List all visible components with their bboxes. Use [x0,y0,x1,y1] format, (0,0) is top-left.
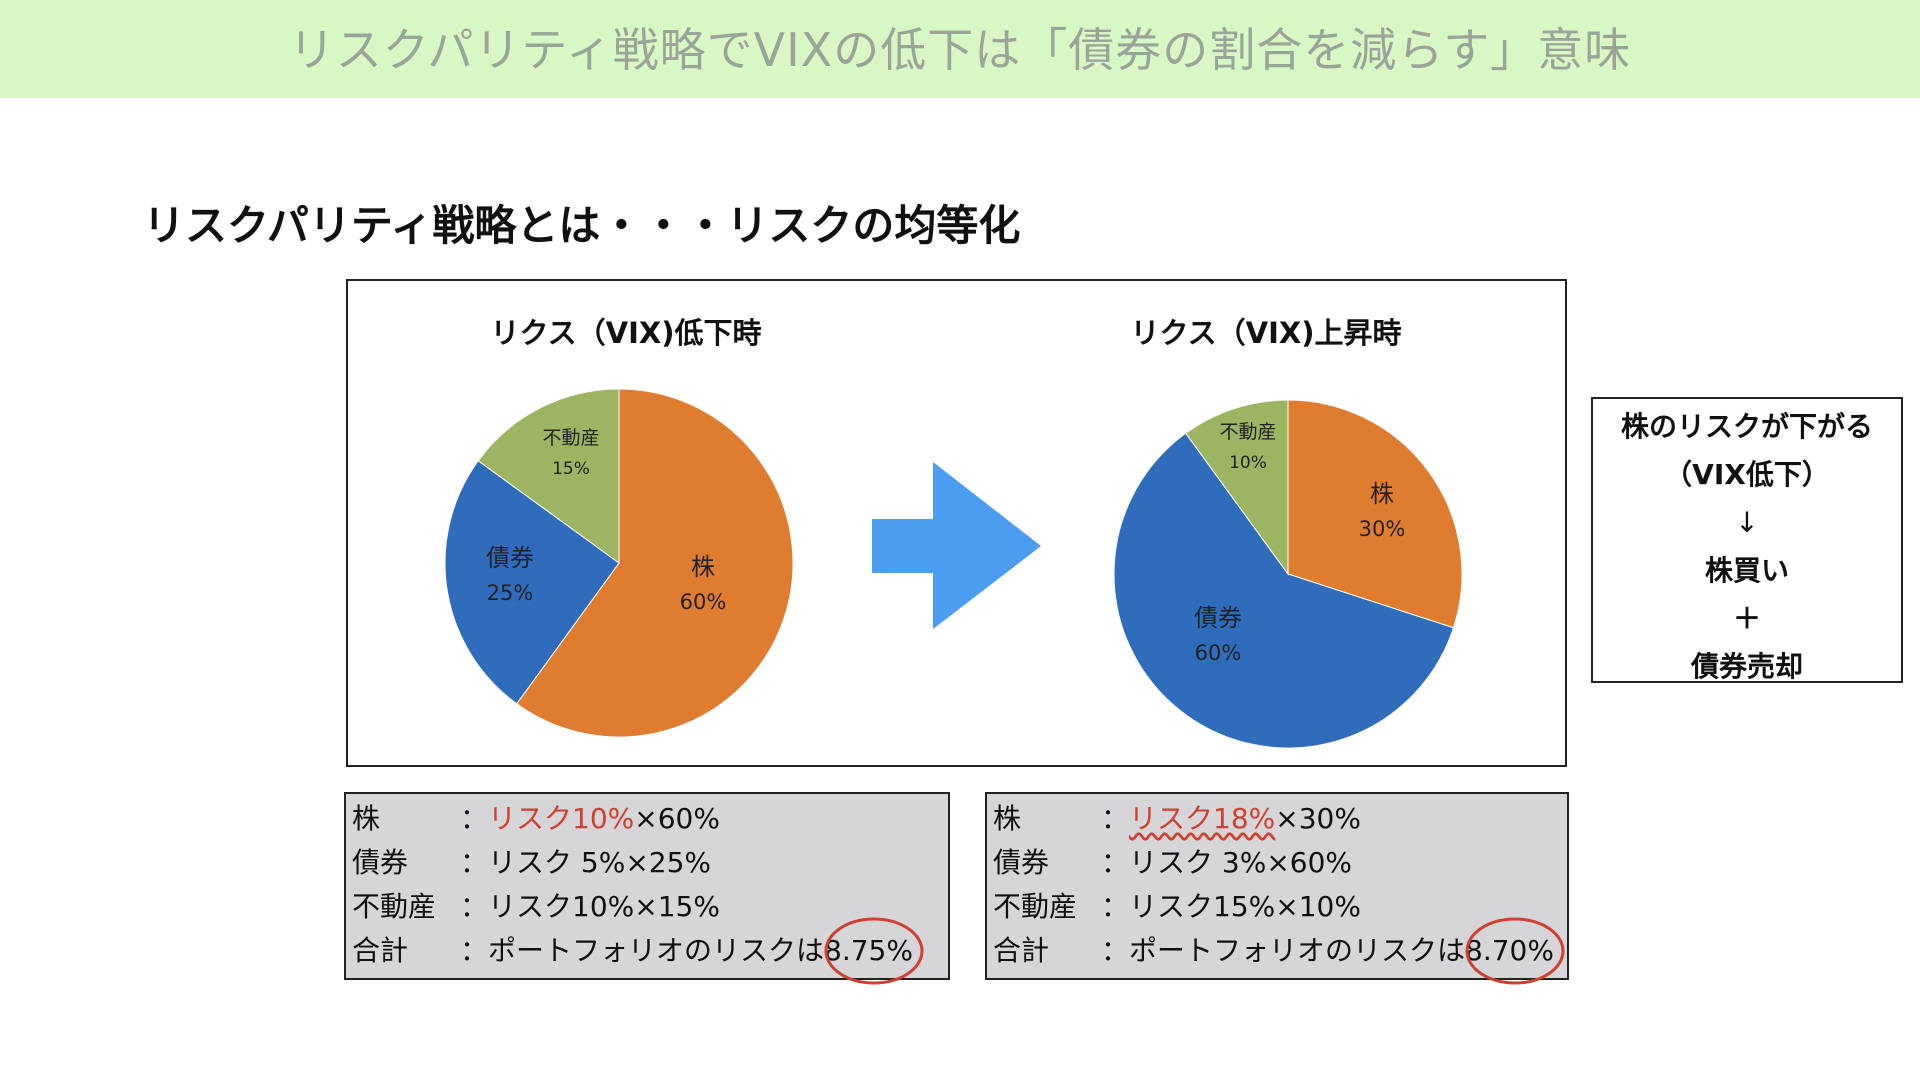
slice-value-label: 25% [487,581,534,605]
calc-row-total: 合計 ：ポートフォリオのリスクは8.70% [993,931,1554,971]
separator: ： [460,846,489,879]
risk-value: リスク 3% [1129,846,1267,879]
calc-box-left: 株：リスク10%×60% 債券 ：リスク 5%×25% 不動産 ：リスク10%×15… [344,792,950,980]
risk-value: リスク10% [488,802,635,835]
weight-value: ×15% [634,890,720,923]
asset-name: 合計 [352,934,409,967]
calc-box-right: 株：リスク18%×30% 債券 ：リスク 3%×60% 不動産 ：リスク15%×10… [985,792,1569,980]
risk-value: リスク18% [1129,802,1276,835]
pie-slice-realestate [1185,399,1289,576]
weight-value: ×10% [1275,890,1361,923]
total-text: ポートフォリオのリスクは [1129,934,1466,967]
note-line-4: 債券売却 [1690,650,1803,683]
pie-slice-realestate [477,388,620,564]
pie-title-right: リクス（VIX)上昇時 [1130,316,1402,350]
separator: ： [460,890,489,923]
calc-row-realestate: 不動産 ：リスク10%×15% [352,887,720,927]
separator: ： [1101,934,1130,967]
calc-row-bond: 債券 ：リスク 5%×25% [352,843,711,883]
slice-value-label: 15% [552,459,590,479]
slice-label: 不動産 [542,427,599,449]
pie-slice-bond [444,460,620,705]
pie-slice-stock [516,388,794,738]
calc-row-stock: 株 ：リスク18%×30% [993,799,1361,839]
pie-slice-bond [1113,432,1455,749]
weight-value: ×25% [625,846,712,879]
slice-label: 債券 [1194,604,1242,632]
calc-row-bond: 債券 ：リスク 3%×60% [993,843,1352,883]
slice-label: 株 [691,553,715,581]
asset-name: 株 [993,802,1022,835]
pie-chart-left: 株 60% 債券 25% 不動産 15% [444,388,794,738]
asset-name: 合計 [993,934,1050,967]
asset-name: 債券 [352,846,409,879]
weight-value: ×60% [634,802,720,835]
total-text: ポートフォリオのリスクは [488,934,825,967]
asset-name: 株 [352,802,381,835]
slice-value-label: 10% [1229,453,1267,473]
note-line-2: （VIX低下） [1664,458,1830,491]
calc-row-total: 合計 ：ポートフォリオのリスクは8.75% [352,931,913,971]
total-value: 8.75% [824,934,913,967]
calc-row-stock: 株 ：リスク10%×60% [352,799,720,839]
calc-row-realestate: 不動産 ：リスク15%×10% [993,887,1361,927]
note-line-1: 株のリスクが下がる [1620,410,1873,443]
risk-value: リスク15% [1129,890,1276,923]
slice-label: 不動産 [1219,421,1276,443]
weight-value: ×30% [1275,802,1361,835]
total-value: 8.70% [1465,934,1554,967]
separator: ： [460,802,489,835]
weight-value: ×60% [1266,846,1353,879]
slice-value-label: 30% [1359,517,1406,541]
pie-chart-right: 株 30% 債券 60% 不動産 10% [1113,399,1463,749]
slice-label: 債券 [486,544,534,572]
plus-icon: ＋ [1732,602,1761,635]
separator: ： [1101,802,1130,835]
asset-name: 不動産 [352,890,437,923]
title-banner: リスクパリティ戦略でVIXの低下は「債券の割合を減らす」意味 [0,0,1920,98]
asset-name: 債券 [993,846,1050,879]
strategy-note-box: 株のリスクが下がる （VIX低下） ↓ 株買い ＋ 債券売却 [1591,397,1903,683]
slice-value-label: 60% [680,590,727,614]
slice-value-label: 60% [1195,641,1242,665]
down-arrow-icon: ↓ [1735,506,1759,539]
slice-label: 株 [1370,480,1394,508]
pie-title-left: リクス（VIX)低下時 [490,316,762,350]
separator: ： [460,934,489,967]
section-heading: リスクパリティ戦略とは・・・リスクの均等化 [143,201,1021,250]
risk-value: リスク 5% [488,846,626,879]
slide-title: リスクパリティ戦略でVIXの低下は「債券の割合を減らす」意味 [288,23,1632,77]
pie-slice-stock [1287,399,1463,629]
separator: ： [1101,890,1130,923]
risk-value: リスク10% [488,890,635,923]
separator: ： [1101,846,1130,879]
asset-name: 不動産 [993,890,1078,923]
note-line-3: 株買い [1704,554,1789,587]
